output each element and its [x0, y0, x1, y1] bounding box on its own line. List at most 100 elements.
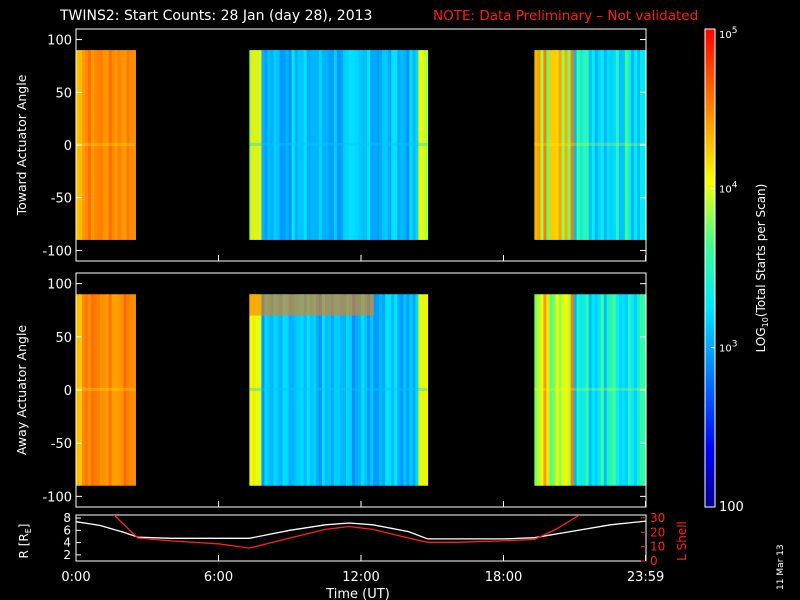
heatmap-column [627, 50, 632, 240]
heatmap-column [612, 294, 617, 486]
heatmap-column [615, 50, 620, 240]
heatmap-column [382, 294, 386, 486]
heatmap-column [406, 50, 410, 240]
heatmap-column [324, 294, 329, 486]
heatmap-column [255, 50, 260, 240]
left-y-tick-label: 6 [63, 523, 71, 537]
heatmap-column [403, 294, 407, 486]
heatmap-column [621, 50, 626, 240]
heatmap-column [306, 294, 311, 486]
heatmap-column [333, 50, 338, 240]
heatmap-column [624, 294, 629, 486]
heatmap-column [318, 50, 323, 240]
heatmap-column [87, 50, 92, 240]
heatmap-column [358, 294, 362, 486]
heatmap-column [336, 294, 341, 486]
heatmap-column [300, 50, 305, 240]
heatmap-column [93, 294, 98, 486]
heatmap-column [597, 294, 602, 486]
heatmap-column [249, 294, 253, 486]
heatmap-column [276, 294, 281, 486]
heatmap-column [397, 50, 401, 240]
heatmap-column [258, 50, 263, 240]
heatmap-column [555, 294, 560, 486]
heatmap-column [318, 294, 323, 486]
left-y-tick-label: 4 [63, 536, 71, 550]
heatmap-column [102, 294, 107, 486]
heatmap-column [333, 294, 338, 486]
heatmap-column [573, 50, 578, 240]
heatmap-column [591, 50, 596, 240]
heatmap-column [297, 294, 302, 486]
heatmap-column [309, 50, 314, 240]
heatmap-column [558, 294, 563, 486]
zero-angle-band [76, 387, 136, 391]
heatmap-column [303, 294, 308, 486]
heatmap-column [349, 294, 353, 486]
x-tick-label: 12:00 [342, 570, 379, 585]
heatmap-column [339, 50, 344, 240]
heatmap-column [424, 50, 429, 240]
heatmap-column [132, 294, 136, 486]
heatmap-column [126, 294, 131, 486]
heatmap-column [603, 50, 608, 240]
heatmap-column [373, 50, 377, 240]
toward-angle-axis-label: Toward Actuator Angle [14, 74, 29, 216]
y-tick-label: 0 [64, 139, 72, 154]
colorbar-tick-label: 100 [719, 500, 744, 515]
toward-scan-block [76, 50, 136, 240]
heatmap-column [294, 294, 299, 486]
heatmap-column [321, 294, 326, 486]
heatmap-column [129, 294, 134, 486]
heatmap-column [345, 294, 350, 486]
toward-scan-block [534, 50, 647, 240]
heatmap-column [339, 294, 344, 486]
heatmap-column [282, 294, 287, 486]
heatmap-column [376, 50, 380, 240]
heatmap-column [376, 294, 380, 486]
heatmap-column [255, 294, 260, 486]
away-scan-block [76, 294, 136, 486]
heatmap-column [99, 50, 104, 240]
heatmap-column [552, 294, 557, 486]
high-angle-band [249, 294, 375, 316]
heatmap-column [394, 50, 398, 240]
radius-axis-label: R [RE] [17, 524, 33, 559]
heatmap-column [345, 50, 350, 240]
heatmap-column [418, 50, 423, 240]
right-y-tick-label: 0 [650, 554, 658, 568]
heatmap-column [342, 50, 347, 240]
colorbar-tick-label: 103 [719, 340, 737, 355]
heatmap-column [273, 294, 278, 486]
heatmap-column [400, 294, 404, 486]
heatmap-column [540, 294, 545, 486]
heatmap-column [364, 50, 368, 240]
heatmap-column [117, 50, 122, 240]
heatmap-column [421, 294, 426, 486]
heatmap-column [327, 294, 332, 486]
heatmap-column [270, 50, 275, 240]
heatmap-column [561, 294, 566, 486]
heatmap-column [105, 294, 110, 486]
right-y-tick-label: 20 [650, 525, 665, 539]
heatmap-column [279, 50, 284, 240]
heatmap-column [309, 294, 314, 486]
heatmap-column [603, 294, 608, 486]
zero-angle-band [249, 142, 428, 146]
heatmap-column [352, 294, 356, 486]
heatmap-column [270, 294, 275, 486]
heatmap-column [597, 50, 602, 240]
heatmap-column [358, 50, 362, 240]
heatmap-column [543, 50, 548, 240]
heatmap-column [342, 294, 347, 486]
heatmap-column [385, 50, 389, 240]
y-tick-label: 0 [64, 384, 72, 399]
heatmap-column [388, 50, 392, 240]
y-tick-label: 100 [47, 278, 72, 293]
right-y-tick-label: 10 [650, 540, 665, 554]
heatmap-column [606, 294, 611, 486]
heatmap-column [415, 50, 420, 240]
heatmap-column [534, 294, 538, 486]
left-y-tick-label: 8 [63, 511, 71, 525]
heatmap-column [249, 50, 253, 240]
